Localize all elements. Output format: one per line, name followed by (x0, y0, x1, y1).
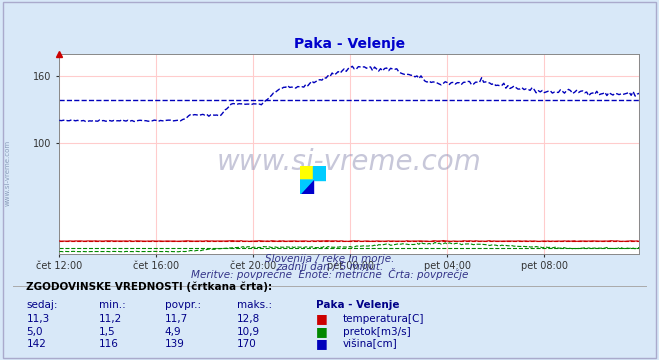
Text: 1,5: 1,5 (99, 327, 115, 337)
Text: ■: ■ (316, 337, 328, 350)
Bar (300, 166, 313, 180)
Text: 11,7: 11,7 (165, 314, 188, 324)
Text: min.:: min.: (99, 300, 126, 310)
Text: 11,2: 11,2 (99, 314, 122, 324)
Text: 5,0: 5,0 (26, 327, 43, 337)
Text: Slovenija / reke in morje.: Slovenija / reke in morje. (265, 254, 394, 264)
Text: pretok[m3/s]: pretok[m3/s] (343, 327, 411, 337)
Text: sedaj:: sedaj: (26, 300, 58, 310)
Text: ■: ■ (316, 312, 328, 325)
Text: maks.:: maks.: (237, 300, 272, 310)
Bar (300, 180, 313, 194)
Text: 139: 139 (165, 339, 185, 350)
Text: ■: ■ (316, 325, 328, 338)
Text: ZGODOVINSKE VREDNOSTI (črtkana črta):: ZGODOVINSKE VREDNOSTI (črtkana črta): (26, 281, 272, 292)
Bar (313, 166, 326, 180)
Text: www.si-vreme.com: www.si-vreme.com (217, 148, 482, 176)
Text: višina[cm]: višina[cm] (343, 339, 397, 350)
Text: 170: 170 (237, 339, 257, 350)
Text: zadnji dan / 5 minut.: zadnji dan / 5 minut. (276, 262, 383, 272)
Text: 12,8: 12,8 (237, 314, 260, 324)
Polygon shape (300, 180, 313, 194)
Text: www.si-vreme.com: www.si-vreme.com (5, 140, 11, 206)
Title: Paka - Velenje: Paka - Velenje (294, 37, 405, 51)
Text: 116: 116 (99, 339, 119, 350)
Text: 11,3: 11,3 (26, 314, 49, 324)
Text: povpr.:: povpr.: (165, 300, 201, 310)
Text: 4,9: 4,9 (165, 327, 181, 337)
Text: 10,9: 10,9 (237, 327, 260, 337)
Text: Meritve: povprečne  Enote: metrične  Črta: povprečje: Meritve: povprečne Enote: metrične Črta:… (191, 268, 468, 280)
Text: temperatura[C]: temperatura[C] (343, 314, 424, 324)
Polygon shape (300, 180, 313, 194)
Text: Paka - Velenje: Paka - Velenje (316, 300, 400, 310)
Text: 142: 142 (26, 339, 46, 350)
